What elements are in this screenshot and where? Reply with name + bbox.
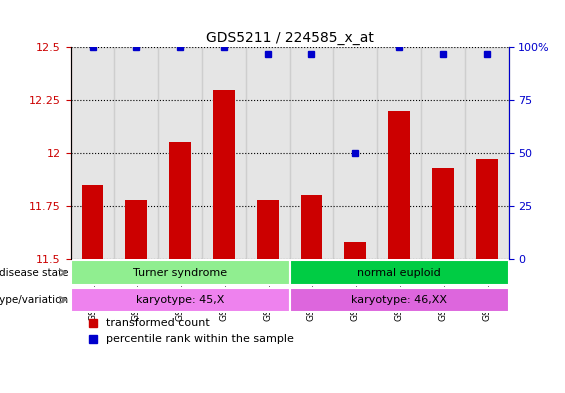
Bar <box>213 90 235 259</box>
Bar <box>421 47 464 259</box>
Bar <box>476 160 498 259</box>
Bar <box>388 111 410 259</box>
Bar <box>202 47 246 259</box>
Text: karyotype: 45,X: karyotype: 45,X <box>136 295 224 305</box>
Bar <box>125 200 147 259</box>
Bar <box>432 168 454 259</box>
Text: genotype/variation: genotype/variation <box>0 295 68 305</box>
Text: normal euploid: normal euploid <box>357 268 441 277</box>
FancyBboxPatch shape <box>289 260 508 285</box>
Bar <box>344 242 366 259</box>
Bar <box>333 47 377 259</box>
Text: transformed count: transformed count <box>106 318 210 327</box>
Title: GDS5211 / 224585_x_at: GDS5211 / 224585_x_at <box>206 31 373 45</box>
Bar <box>257 200 279 259</box>
Bar <box>246 47 289 259</box>
Text: disease state: disease state <box>0 268 68 277</box>
Bar <box>289 47 333 259</box>
Bar <box>301 195 323 259</box>
Bar <box>114 47 158 259</box>
Bar <box>81 185 103 259</box>
FancyBboxPatch shape <box>71 260 289 285</box>
Text: percentile rank within the sample: percentile rank within the sample <box>106 334 294 344</box>
Bar <box>158 47 202 259</box>
Bar <box>464 47 508 259</box>
Bar <box>377 47 421 259</box>
Bar <box>71 47 114 259</box>
Text: karyotype: 46,XX: karyotype: 46,XX <box>351 295 447 305</box>
Text: Turner syndrome: Turner syndrome <box>133 268 227 277</box>
Bar <box>169 143 191 259</box>
FancyBboxPatch shape <box>289 288 508 312</box>
FancyBboxPatch shape <box>71 288 289 312</box>
